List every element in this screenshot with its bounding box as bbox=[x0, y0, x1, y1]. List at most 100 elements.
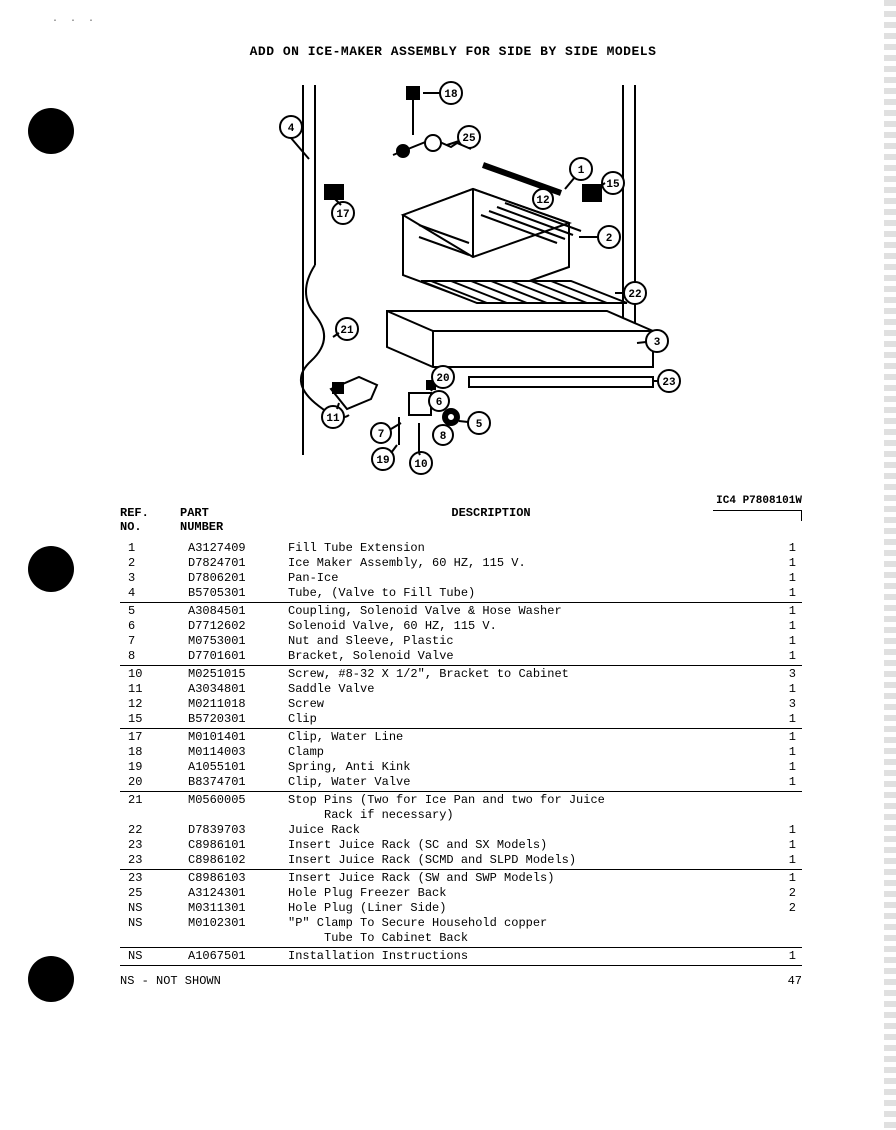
cell-part: C8986101 bbox=[188, 838, 288, 853]
cell-qty: 3 bbox=[696, 667, 802, 682]
table-row: 23C8986102Insert Juice Rack (SCMD and SL… bbox=[120, 853, 802, 868]
row-separator bbox=[120, 791, 802, 792]
page-footer: NS - NOT SHOWN 47 bbox=[120, 974, 802, 988]
punch-hole-bot bbox=[28, 956, 74, 1002]
cell-desc: Installation Instructions bbox=[288, 949, 696, 964]
cell-desc: Rack if necessary) bbox=[288, 808, 696, 823]
cell-ref: 22 bbox=[120, 823, 188, 838]
table-row: NSM0311301Hole Plug (Liner Side)2 bbox=[120, 901, 802, 916]
table-row: 21M0560005Stop Pins (Two for Ice Pan and… bbox=[120, 793, 802, 808]
svg-text:4: 4 bbox=[288, 123, 295, 135]
cell-part: A1055101 bbox=[188, 760, 288, 775]
parts-table: REF. NO. PART NUMBER DESCRIPTION IC4 P78… bbox=[120, 495, 802, 966]
svg-text:15: 15 bbox=[606, 179, 620, 191]
svg-text:5: 5 bbox=[476, 419, 483, 431]
svg-text:8: 8 bbox=[440, 431, 447, 443]
cell-ref: 12 bbox=[120, 697, 188, 712]
svg-text:10: 10 bbox=[414, 459, 427, 471]
cell-part: B5705301 bbox=[188, 586, 288, 601]
cell-qty: 2 bbox=[696, 886, 802, 901]
cell-desc: Clip bbox=[288, 712, 696, 727]
svg-text:18: 18 bbox=[444, 89, 458, 101]
table-row: 12M0211018Screw3 bbox=[120, 697, 802, 712]
row-separator bbox=[120, 602, 802, 603]
cell-part: M0101401 bbox=[188, 730, 288, 745]
header-ref-2: NO. bbox=[120, 521, 180, 535]
table-row: 2D7824701Ice Maker Assembly, 60 HZ, 115 … bbox=[120, 556, 802, 571]
cell-qty: 1 bbox=[696, 586, 802, 601]
cell-qty: 1 bbox=[696, 823, 802, 838]
cell-ref: NS bbox=[120, 949, 188, 964]
cell-desc: Screw bbox=[288, 697, 696, 712]
cell-part: C8986103 bbox=[188, 871, 288, 886]
svg-text:19: 19 bbox=[376, 455, 389, 467]
table-row: 11A3034801Saddle Valve1 bbox=[120, 682, 802, 697]
table-row: 25A3124301Hole Plug Freezer Back2 bbox=[120, 886, 802, 901]
row-separator bbox=[120, 869, 802, 870]
cell-ref: 17 bbox=[120, 730, 188, 745]
footer-note: NS - NOT SHOWN bbox=[120, 974, 221, 988]
cell-part: B5720301 bbox=[188, 712, 288, 727]
cell-ref: 18 bbox=[120, 745, 188, 760]
cell-desc: Clamp bbox=[288, 745, 696, 760]
cell-part: B8374701 bbox=[188, 775, 288, 790]
cell-part: A1067501 bbox=[188, 949, 288, 964]
table-row: Rack if necessary)4 bbox=[120, 808, 802, 823]
cell-part: C8986102 bbox=[188, 853, 288, 868]
cell-desc: Fill Tube Extension bbox=[288, 541, 696, 556]
table-row: 17M0101401Clip, Water Line1 bbox=[120, 730, 802, 745]
cell-qty: 1 bbox=[696, 682, 802, 697]
cell-desc: Juice Rack bbox=[288, 823, 696, 838]
cell-ref: 3 bbox=[120, 571, 188, 586]
cell-desc: Spring, Anti Kink bbox=[288, 760, 696, 775]
cell-desc: Clip, Water Valve bbox=[288, 775, 696, 790]
table-row: 23C8986103Insert Juice Rack (SW and SWP … bbox=[120, 871, 802, 886]
table-row: 1A3127409Fill Tube Extension1 bbox=[120, 541, 802, 556]
cell-qty: 1 bbox=[696, 571, 802, 586]
cell-part: D7712602 bbox=[188, 619, 288, 634]
cell-part: M0753001 bbox=[188, 634, 288, 649]
svg-text:2: 2 bbox=[606, 233, 613, 245]
svg-text:3: 3 bbox=[654, 337, 661, 349]
svg-text:25: 25 bbox=[462, 133, 476, 145]
header-ref-1: REF. bbox=[120, 507, 180, 521]
cell-ref: 8 bbox=[120, 649, 188, 664]
cell-part: A3127409 bbox=[188, 541, 288, 556]
svg-text:21: 21 bbox=[340, 325, 354, 337]
table-row: 10M0251015Screw, #8-32 X 1/2", Bracket t… bbox=[120, 667, 802, 682]
cell-part: D7824701 bbox=[188, 556, 288, 571]
cell-desc: Screw, #8-32 X 1/2", Bracket to Cabinet bbox=[288, 667, 696, 682]
table-row: Tube To Cabinet Back1 bbox=[120, 931, 802, 946]
cell-desc: Tube To Cabinet Back bbox=[288, 931, 696, 946]
cell-qty: 3 bbox=[696, 697, 802, 712]
cell-desc: Pan-Ice bbox=[288, 571, 696, 586]
cell-ref: 2 bbox=[120, 556, 188, 571]
table-row: 22D7839703Juice Rack1 bbox=[120, 823, 802, 838]
svg-text:6: 6 bbox=[436, 397, 443, 409]
cell-qty: 1 bbox=[696, 760, 802, 775]
qty-bracket-icon bbox=[713, 510, 802, 521]
cell-desc: Hole Plug (Liner Side) bbox=[288, 901, 696, 916]
cell-ref: 25 bbox=[120, 886, 188, 901]
cell-qty: 1 bbox=[696, 853, 802, 868]
cell-ref: 6 bbox=[120, 619, 188, 634]
cell-desc: Ice Maker Assembly, 60 HZ, 115 V. bbox=[288, 556, 696, 571]
table-header: REF. NO. PART NUMBER DESCRIPTION IC4 P78… bbox=[120, 495, 802, 535]
cell-qty: 1 bbox=[696, 649, 802, 664]
cell-desc: Coupling, Solenoid Valve & Hose Washer bbox=[288, 604, 696, 619]
punch-hole-top bbox=[28, 108, 74, 154]
page-title: ADD ON ICE-MAKER ASSEMBLY FOR SIDE BY SI… bbox=[40, 44, 866, 59]
cell-qty: 1 bbox=[696, 871, 802, 886]
cell-qty: 1 bbox=[696, 604, 802, 619]
row-separator bbox=[120, 965, 802, 966]
header-part-1: PART bbox=[180, 507, 280, 521]
table-row: 8D7701601Bracket, Solenoid Valve1 bbox=[120, 649, 802, 664]
punch-hole-mid bbox=[28, 546, 74, 592]
table-row: 18M0114003Clamp1 bbox=[120, 745, 802, 760]
cell-desc: Tube, (Valve to Fill Tube) bbox=[288, 586, 696, 601]
table-row: 6D7712602Solenoid Valve, 60 HZ, 115 V.1 bbox=[120, 619, 802, 634]
row-separator bbox=[120, 728, 802, 729]
svg-text:17: 17 bbox=[336, 209, 349, 221]
cell-part: D7701601 bbox=[188, 649, 288, 664]
cell-desc: Solenoid Valve, 60 HZ, 115 V. bbox=[288, 619, 696, 634]
